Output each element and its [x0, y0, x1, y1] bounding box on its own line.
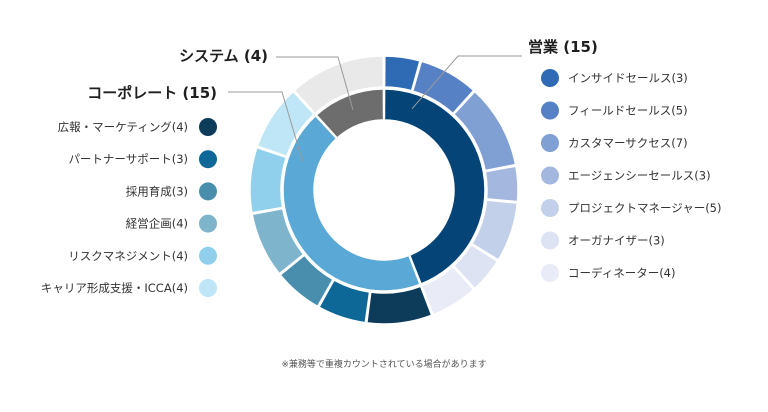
group-title-corporate: コーポレート (15) [87, 84, 217, 102]
group-title-sales: 営業 (15) [528, 38, 598, 56]
outer-slice-1-2 [279, 254, 334, 308]
legend-label-sales-5: オーガナイザー(3) [568, 234, 665, 248]
legend-label-corporate-5: キャリア形成支援・ICCA(4) [41, 281, 188, 295]
outer-slice-1-3 [251, 207, 305, 275]
legend-swatch-sales-3 [541, 166, 559, 185]
legend-label-sales-0: インサイドセールス(3) [568, 71, 688, 85]
legend-label-sales-3: エージェンシーセールス(3) [568, 169, 711, 183]
legend-swatch-sales-5 [541, 231, 559, 250]
outer-slice-0-3 [484, 165, 519, 203]
outer-slice-2-0 [293, 55, 385, 115]
outer-slice-1-4 [249, 146, 288, 214]
outer-slice-1-1 [317, 279, 371, 324]
inner-slice-1 [282, 114, 421, 292]
legend-swatch-sales-6 [541, 264, 559, 282]
footnote: ※兼務等で重複カウントされている場合があります [281, 358, 486, 370]
legend-label-sales-1: フィールドセールス(5) [568, 104, 688, 118]
leader-line-sales [411, 55, 522, 110]
legend-label-sales-4: プロジェクトマネージャー(5) [568, 201, 721, 215]
legend-swatch-corporate-5 [199, 279, 217, 297]
legend-swatch-corporate-4 [199, 246, 217, 265]
legend-swatch-sales-1 [541, 101, 559, 120]
legend-label-corporate-1: パートナーサポート(3) [68, 152, 188, 166]
legend-corporate: 広報・マーケティング(4) パートナーサポート(3) 採用育成(3) 経営企画(4) リ… [41, 118, 217, 297]
legend-label-corporate-3: 経営企画(4) [126, 217, 188, 231]
legend-swatch-corporate-1 [199, 150, 217, 169]
legend-swatch-corporate-0 [199, 118, 217, 136]
legend-swatch-corporate-2 [199, 182, 217, 201]
leader-line-system [276, 56, 354, 110]
group-title-system: システム (4) [179, 47, 268, 65]
inner-slice-0 [383, 88, 486, 285]
donut-rings [249, 55, 519, 325]
legend-swatch-sales-4 [541, 199, 559, 217]
legend-label-corporate-4: リスクマネジメント(4) [68, 249, 188, 263]
legend-label-corporate-2: 採用育成(3) [126, 184, 188, 198]
outer-slice-0-5 [452, 243, 499, 290]
leader-lines [228, 55, 522, 163]
leader-line-corporate [228, 91, 304, 163]
legend-label-sales-6: コーディネーター(4) [568, 266, 675, 280]
outer-slice-1-5 [256, 90, 316, 158]
legend-swatch-sales-2 [541, 134, 559, 152]
legend-label-sales-2: カスタマーサクセス(7) [568, 136, 688, 150]
legend-sales: インサイドセールス(3) フィールドセールス(5) カスタマーサクセス(7) エージェ… [541, 69, 721, 282]
legend-swatch-sales-0 [541, 69, 559, 87]
outer-slice-0-0 [383, 55, 421, 92]
outer-slice-1-0 [366, 285, 433, 325]
inner-slice-2 [315, 88, 385, 140]
legend-swatch-corporate-3 [199, 214, 217, 233]
legend-label-corporate-0: 広報・マーケティング(4) [58, 120, 188, 134]
outer-slice-0-1 [411, 60, 475, 115]
outer-slice-0-6 [420, 265, 475, 316]
outer-slice-0-2 [452, 90, 517, 172]
outer-slice-0-4 [470, 199, 519, 261]
